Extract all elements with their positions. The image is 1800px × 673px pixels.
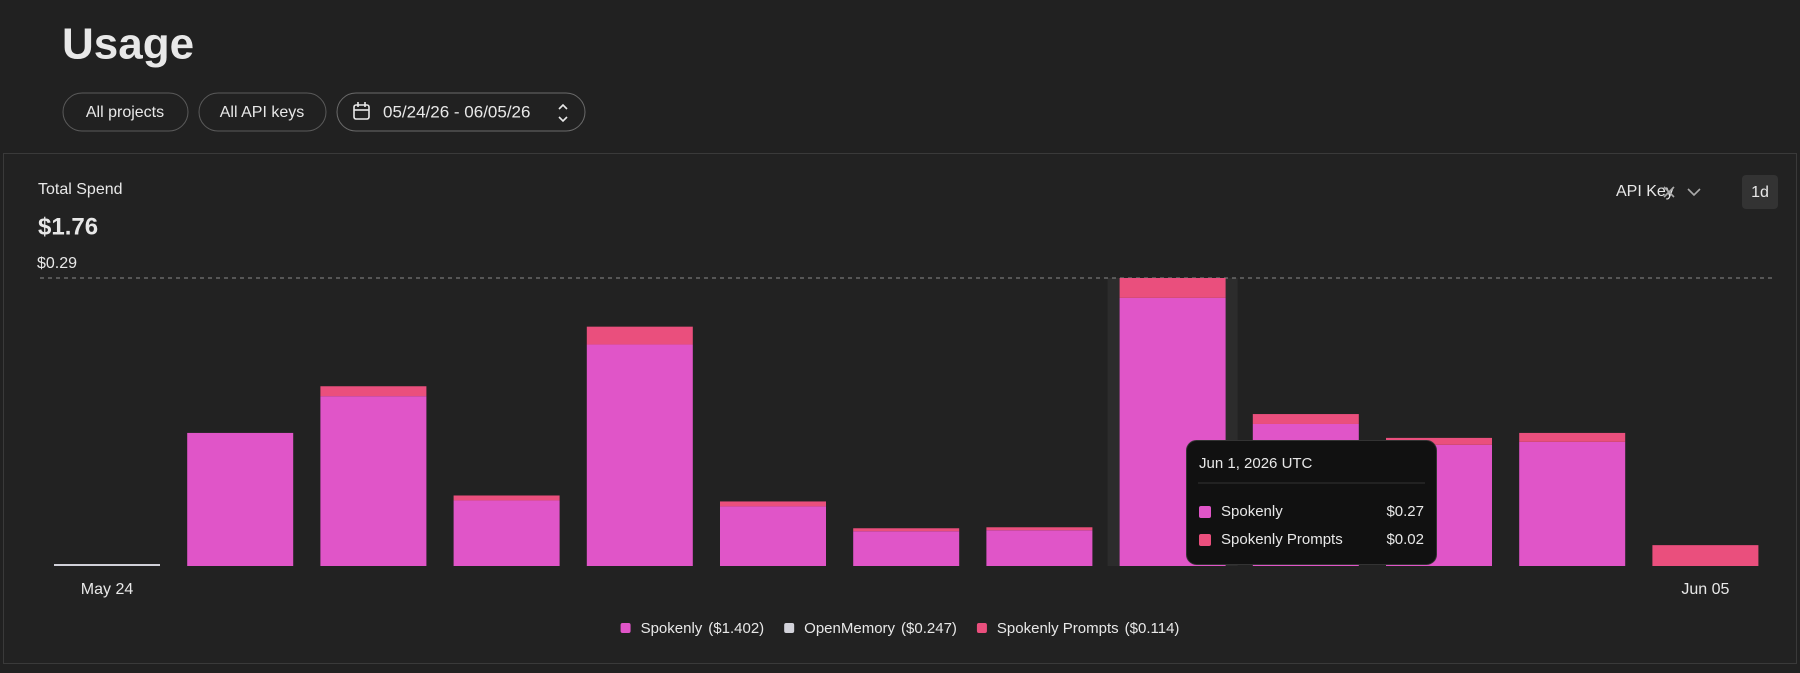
legend-total: ($1.402) [708,620,764,637]
date-range-pill[interactable] [336,92,586,132]
group-by-label[interactable]: API Key [1616,183,1674,200]
tooltip-value: $0.27 [1386,503,1424,520]
chart: $0.29 May 24 Jun 05 Spokenly ($1.402) OpenMem… [37,255,1774,637]
bar-segment [853,528,960,532]
bar-segment [54,564,160,566]
tooltip-swatch [1199,534,1211,546]
bar-segment [1652,545,1759,566]
tooltip-swatch [1199,506,1211,518]
bar-segment [320,396,427,566]
calendar-icon [353,102,370,120]
legend-swatch [784,623,795,633]
legend-total: ($0.247) [901,620,957,637]
interval-label[interactable]: 1d [1751,184,1769,201]
tooltip: Jun 1, 2026 UTC Spokenly $0.27 Spokenly Pro… [1186,440,1437,565]
bar-segment [1519,432,1626,442]
bar-segment [453,500,560,566]
x-tick-label: May 24 [81,581,134,598]
page-title: Usage [62,20,194,69]
bar-segment [453,495,560,501]
interval-button[interactable] [1742,175,1778,209]
bar-segment [586,326,693,345]
tooltip-name: Spokenly [1221,503,1283,520]
filter-label[interactable]: All API keys [220,104,304,121]
legend-swatch [976,623,987,633]
tooltip-box [1186,440,1437,565]
bar-segment [1252,414,1359,424]
legend-name: Spokenly [641,620,703,637]
bar-segment [1519,441,1626,566]
legend: Spokenly ($1.402) OpenMemory ($0.247) Spoken… [620,620,1180,637]
legend-name: OpenMemory [804,620,895,637]
filter-pill[interactable] [198,92,327,132]
filter-pill[interactable] [62,92,189,132]
legend-name: Spokenly Prompts [997,620,1119,637]
legend-total: ($0.114) [1125,620,1180,637]
legend-swatch [620,623,631,633]
chart-panel [3,153,1797,664]
bar-segment [986,527,1093,531]
tooltip-value: $0.02 [1386,531,1424,548]
summary-value: $1.76 [38,213,98,240]
date-range-label[interactable]: 05/24/26 - 06/05/26 [383,102,530,121]
updown-icon [558,103,568,123]
bar-segment [586,344,693,566]
bar-segment [720,506,826,566]
bar-segment [320,386,427,397]
tooltip-title: Jun 1, 2026 UTC [1199,455,1313,472]
bar-segment [720,501,826,507]
bar-segment [187,432,294,566]
bar-segment [1386,437,1492,445]
dropdown-icon[interactable] [1687,188,1701,197]
bar-segment [986,530,1093,566]
clear-icon[interactable] [1663,186,1675,198]
tooltip-name: Spokenly Prompts [1221,531,1343,548]
summary-label: Total Spend [38,181,123,198]
y-tick-label: $0.29 [37,255,77,272]
bar-segment [1119,278,1226,298]
x-tick-label: Jun 05 [1681,581,1729,598]
filter-label[interactable]: All projects [86,104,164,121]
bar-segment [853,531,960,566]
